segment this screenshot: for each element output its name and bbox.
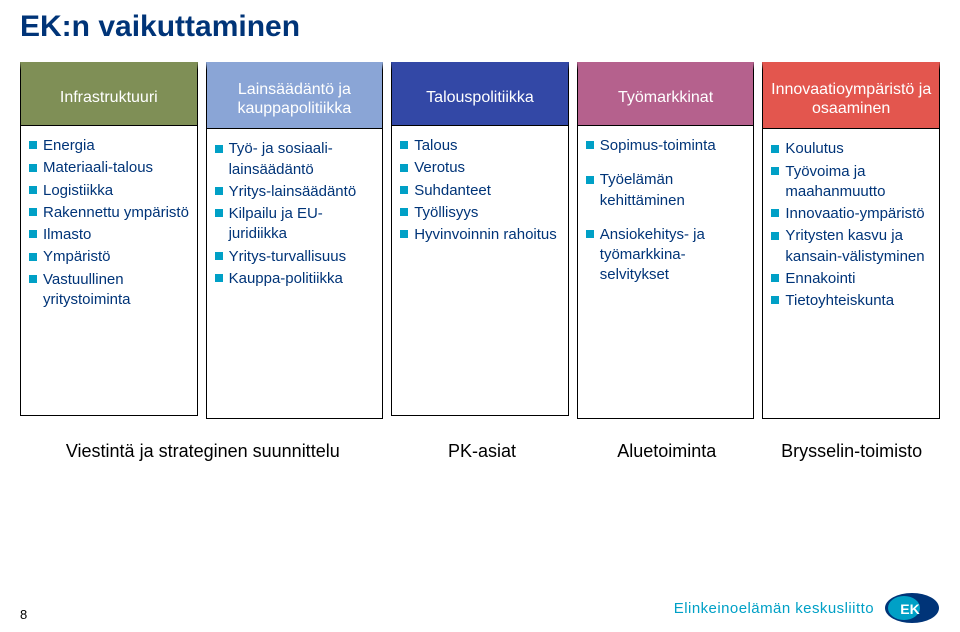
column-header: Työmarkkinat — [577, 62, 755, 126]
columns-row: Infrastruktuuri Energia Materiaali-talou… — [20, 62, 940, 419]
list-item: Energia — [29, 136, 191, 156]
list-item: Työllisyys — [400, 203, 562, 223]
column-header: Infrastruktuuri — [20, 62, 198, 126]
list-item: Yritys-turvallisuus — [215, 247, 377, 267]
column-body: Energia Materiaali-talous Logistiikka Ra… — [20, 126, 198, 416]
list-item: Rakennettu ympäristö — [29, 203, 191, 223]
bullet-list: Energia Materiaali-talous Logistiikka Ra… — [29, 136, 191, 310]
list-item: Sopimus-toiminta — [586, 136, 748, 156]
bullet-list: Sopimus-toiminta Työelämän kehittäminen … — [586, 136, 748, 286]
column-body: Talous Verotus Suhdanteet Työllisyys Hyv… — [391, 126, 569, 416]
list-item: Kilpailu ja EU-juridiikka — [215, 204, 377, 245]
column-tyomarkkinat: Työmarkkinat Sopimus-toiminta Työelämän … — [577, 62, 755, 419]
column-header: Innovaatioympäristö ja osaaminen — [762, 62, 940, 129]
brand: Elinkeinoelämän keskusliitto EK — [674, 592, 940, 624]
list-item: Tietoyhteiskunta — [771, 291, 933, 311]
ek-logo-icon: EK — [884, 592, 940, 624]
bullet-list: Työ- ja sosiaali-lainsäädäntö Yritys-lai… — [215, 139, 377, 289]
list-item: Ansiokehitys- ja työmarkkina-selvitykset — [586, 225, 748, 286]
list-item: Työelämän kehittäminen — [586, 170, 748, 211]
column-infrastruktuuri: Infrastruktuuri Energia Materiaali-talou… — [20, 62, 198, 419]
brand-text: Elinkeinoelämän keskusliitto — [674, 600, 874, 617]
list-item: Hyvinvoinnin rahoitus — [400, 225, 562, 245]
list-item: Logistiikka — [29, 181, 191, 201]
footer-cell-bryssel: Brysselin-toimisto — [763, 441, 940, 462]
list-item: Materiaali-talous — [29, 158, 191, 178]
column-body: Koulutus Työvoima ja maahanmuutto Innova… — [762, 129, 940, 419]
column-body: Sopimus-toiminta Työelämän kehittäminen … — [577, 126, 755, 419]
list-item: Yritysten kasvu ja kansain-välistyminen — [771, 226, 933, 267]
svg-text:EK: EK — [900, 601, 919, 617]
footer-row: Viestintä ja strateginen suunnittelu PK-… — [20, 441, 940, 462]
list-item: Innovaatio-ympäristö — [771, 204, 933, 224]
list-item: Kauppa-politiikka — [215, 269, 377, 289]
bullet-list: Talous Verotus Suhdanteet Työllisyys Hyv… — [400, 136, 562, 245]
footer-cell-aluetoiminta: Aluetoiminta — [578, 441, 755, 462]
bullet-list: Koulutus Työvoima ja maahanmuutto Innova… — [771, 139, 933, 311]
page-number: 8 — [20, 607, 27, 622]
list-item: Koulutus — [771, 139, 933, 159]
column-talouspolitiikka: Talouspolitiikka Talous Verotus Suhdante… — [391, 62, 569, 419]
list-item: Verotus — [400, 158, 562, 178]
column-header: Talouspolitiikka — [391, 62, 569, 126]
list-item: Ympäristö — [29, 247, 191, 267]
list-item: Ilmasto — [29, 225, 191, 245]
list-item: Ennakointi — [771, 269, 933, 289]
page-title: EK:n vaikuttaminen — [20, 10, 940, 44]
footer-cell-viestinta: Viestintä ja strateginen suunnittelu — [20, 441, 386, 462]
list-item: Suhdanteet — [400, 181, 562, 201]
column-header: Lainsäädäntö ja kauppapolitiikka — [206, 62, 384, 129]
column-body: Työ- ja sosiaali-lainsäädäntö Yritys-lai… — [206, 129, 384, 419]
footer-cell-pk-asiat: PK-asiat — [394, 441, 571, 462]
list-item: Työ- ja sosiaali-lainsäädäntö — [215, 139, 377, 180]
column-lainsaadanto: Lainsäädäntö ja kauppapolitiikka Työ- ja… — [206, 62, 384, 419]
list-item: Yritys-lainsäädäntö — [215, 182, 377, 202]
list-item: Työvoima ja maahanmuutto — [771, 162, 933, 203]
list-item: Talous — [400, 136, 562, 156]
column-innovaatio: Innovaatioympäristö ja osaaminen Koulutu… — [762, 62, 940, 419]
list-item: Vastuullinen yritystoiminta — [29, 270, 191, 311]
